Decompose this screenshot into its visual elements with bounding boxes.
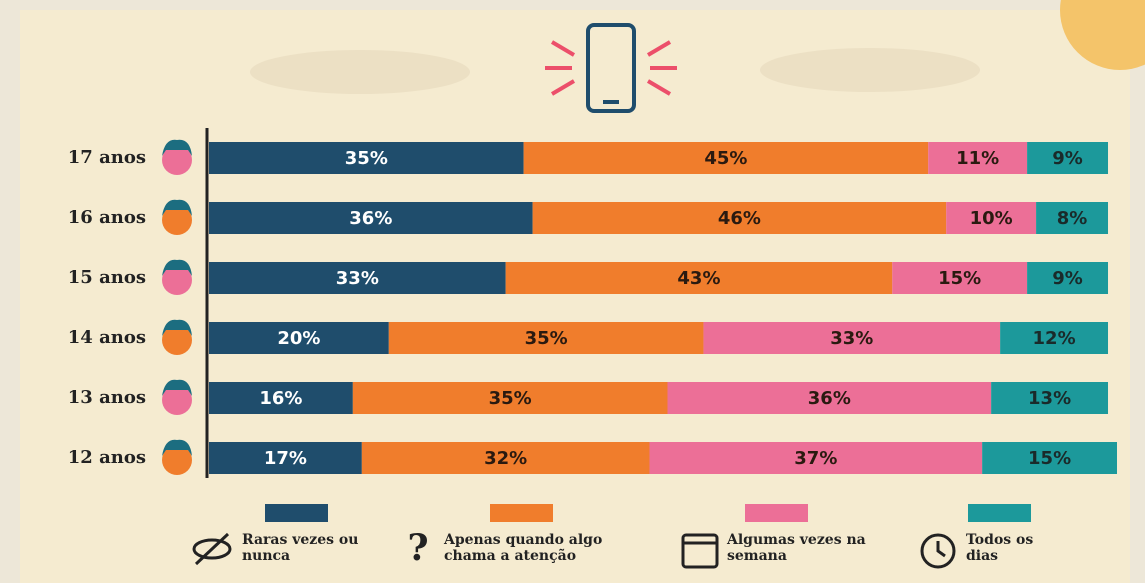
data-label: 13% [1028, 388, 1071, 409]
legend-icons [192, 532, 956, 569]
y-tick-label: 15 anos [68, 267, 146, 288]
hair-icon [162, 259, 192, 276]
y-tick-label: 12 anos [68, 447, 146, 468]
data-label: 35% [525, 328, 568, 349]
y-tick-label: 14 anos [68, 327, 146, 348]
legend-swatch [745, 504, 808, 522]
bar-segment [523, 142, 929, 174]
bar-segment [1000, 322, 1109, 354]
bar-segment [1036, 202, 1109, 234]
bar-segment [209, 142, 524, 174]
legend-swatch [490, 504, 553, 522]
cloud [760, 48, 980, 92]
hair-icon [162, 199, 192, 216]
data-label: 20% [277, 328, 320, 349]
data-label: 8% [1057, 208, 1088, 229]
data-label: 36% [349, 208, 392, 229]
data-label: 45% [704, 148, 747, 169]
cloud [250, 50, 470, 94]
data-label: 17% [264, 448, 307, 469]
phone-icon [545, 23, 677, 113]
data-label: 10% [970, 208, 1013, 229]
bar-segment [532, 202, 947, 234]
bar-segment [703, 322, 1001, 354]
bar-segment [982, 442, 1117, 474]
bar-segment [209, 322, 389, 354]
hair-icon [162, 439, 192, 456]
slash-icon [194, 532, 230, 566]
legend-swatch [968, 504, 1031, 522]
bar-segment [1027, 262, 1109, 294]
face-icon [162, 205, 192, 235]
data-label: 11% [956, 148, 999, 169]
data-label: 12% [1033, 328, 1076, 349]
bar-segment [928, 142, 1028, 174]
clock-icon [920, 533, 956, 569]
bar-segment [209, 262, 506, 294]
face-icon [162, 325, 192, 355]
y-tick-label: 13 anos [68, 387, 146, 408]
bar-segment [667, 382, 992, 414]
bar-segment [505, 262, 893, 294]
legend-label: Todos os dias [966, 532, 1034, 564]
data-label: 35% [345, 148, 388, 169]
data-label: 35% [489, 388, 532, 409]
data-label: 37% [794, 448, 837, 469]
data-label: 32% [484, 448, 527, 469]
bar-segment [209, 382, 353, 414]
bar-segment [649, 442, 983, 474]
legend-label: Algumas vezes na semana [727, 532, 866, 564]
hair-icon [162, 319, 192, 336]
bar-segment [892, 262, 1028, 294]
y-tick-label: 16 anos [68, 207, 146, 228]
calendar-icon [681, 533, 719, 569]
bar-segment [991, 382, 1109, 414]
eye-icon [192, 538, 232, 560]
hair-icon [162, 379, 192, 396]
legend-label: Apenas quando algo chama a atenção [444, 532, 603, 564]
bar-segment [209, 442, 362, 474]
data-label: 16% [259, 388, 302, 409]
data-label: 33% [830, 328, 873, 349]
bar-segment [352, 382, 668, 414]
data-label: 9% [1052, 268, 1083, 289]
face-icon [162, 265, 192, 295]
data-label: 43% [677, 268, 720, 289]
clock-hands [936, 541, 946, 558]
y-tick-label: 17 anos [68, 147, 146, 168]
data-label: 36% [808, 388, 851, 409]
bar-segment [946, 202, 1037, 234]
data-label: 15% [1028, 448, 1071, 469]
bar-segment [388, 322, 704, 354]
data-label: 9% [1052, 148, 1083, 169]
data-label: 15% [938, 268, 981, 289]
legend-label: Raras vezes ou nunca [242, 532, 359, 564]
face-icon [162, 445, 192, 475]
question-icon: ? [407, 527, 428, 569]
background [20, 10, 1130, 583]
sun [1060, 0, 1145, 70]
hair-icon [162, 139, 192, 156]
data-label: 33% [336, 268, 379, 289]
data-label: 46% [718, 208, 761, 229]
face-icon [162, 145, 192, 175]
bar-segment [361, 442, 650, 474]
legend-swatch [265, 504, 328, 522]
face-icon [162, 385, 192, 415]
bar-segment [1027, 142, 1109, 174]
bar-segment [209, 202, 533, 234]
